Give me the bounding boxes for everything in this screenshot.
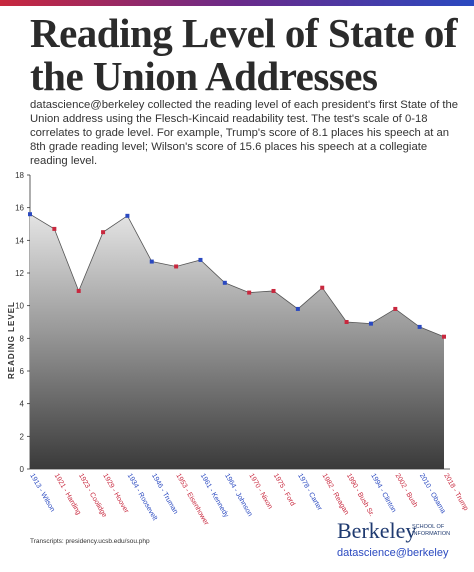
- point: [174, 264, 179, 269]
- point: [52, 226, 57, 231]
- x-tick-label: 1929 - Hoover: [101, 473, 130, 515]
- point: [344, 320, 349, 324]
- logo: Berkeley: [337, 518, 416, 543]
- point: [198, 257, 203, 262]
- point: [28, 212, 32, 217]
- x-tick-label: 1921 - Harding: [53, 473, 82, 517]
- x-tick-label: 1994 - Clinton: [369, 473, 397, 514]
- source: Transcripts: presidency.ucsb.edu/sou.php: [30, 538, 150, 545]
- y-tick-label: 10: [15, 302, 24, 311]
- line: [29, 213, 445, 338]
- y-tick-label: 12: [15, 269, 24, 278]
- point: [368, 321, 373, 326]
- y-tick-label: 8: [20, 334, 25, 343]
- y-tick-label: 4: [20, 400, 25, 409]
- y-tick-label: 18: [15, 171, 24, 180]
- point: [125, 213, 130, 218]
- top-bar: [0, 0, 474, 6]
- y-tick-label: 16: [15, 204, 24, 213]
- point: [247, 290, 252, 295]
- point: [295, 306, 300, 311]
- point: [442, 334, 446, 339]
- handle: datascience@berkeley: [337, 547, 449, 559]
- x-tick-label: 1978 - Carter: [296, 473, 323, 513]
- logo-sub: INFORMATION: [412, 531, 450, 537]
- x-tick-label: 2018 - Trump: [442, 473, 469, 513]
- x-tick-label: 1970 - Nixon: [247, 473, 273, 511]
- x-tick-label: 1982 - Reagan: [321, 473, 350, 517]
- x-tick-label: 1913 - Wilson: [28, 473, 56, 514]
- y-tick-label: 6: [20, 367, 25, 376]
- x-tick-label: 1946 - Truman: [150, 473, 179, 516]
- y-tick-label: 14: [15, 236, 24, 245]
- y-tick-label: 0: [20, 465, 25, 474]
- point: [76, 288, 81, 293]
- x-tick-label: 2010 - Obama: [418, 473, 446, 515]
- point: [271, 288, 276, 293]
- point: [417, 324, 422, 329]
- point: [149, 259, 154, 264]
- y-axis-label: READING LEVEL: [7, 301, 16, 379]
- x-tick-label: 1975 - Ford: [272, 473, 296, 508]
- point: [393, 306, 398, 311]
- area: [30, 214, 444, 469]
- logo-sub: SCHOOL OF: [412, 524, 445, 530]
- y-tick-label: 2: [20, 432, 25, 441]
- point: [101, 230, 106, 235]
- chart-subtitle: datascience@berkeley collected the readi…: [30, 99, 459, 167]
- x-tick-label: 2002 - Bush: [394, 473, 419, 509]
- point: [222, 280, 227, 285]
- point: [320, 285, 325, 290]
- chart-title: Reading Level of State of the Union Addr…: [30, 10, 458, 99]
